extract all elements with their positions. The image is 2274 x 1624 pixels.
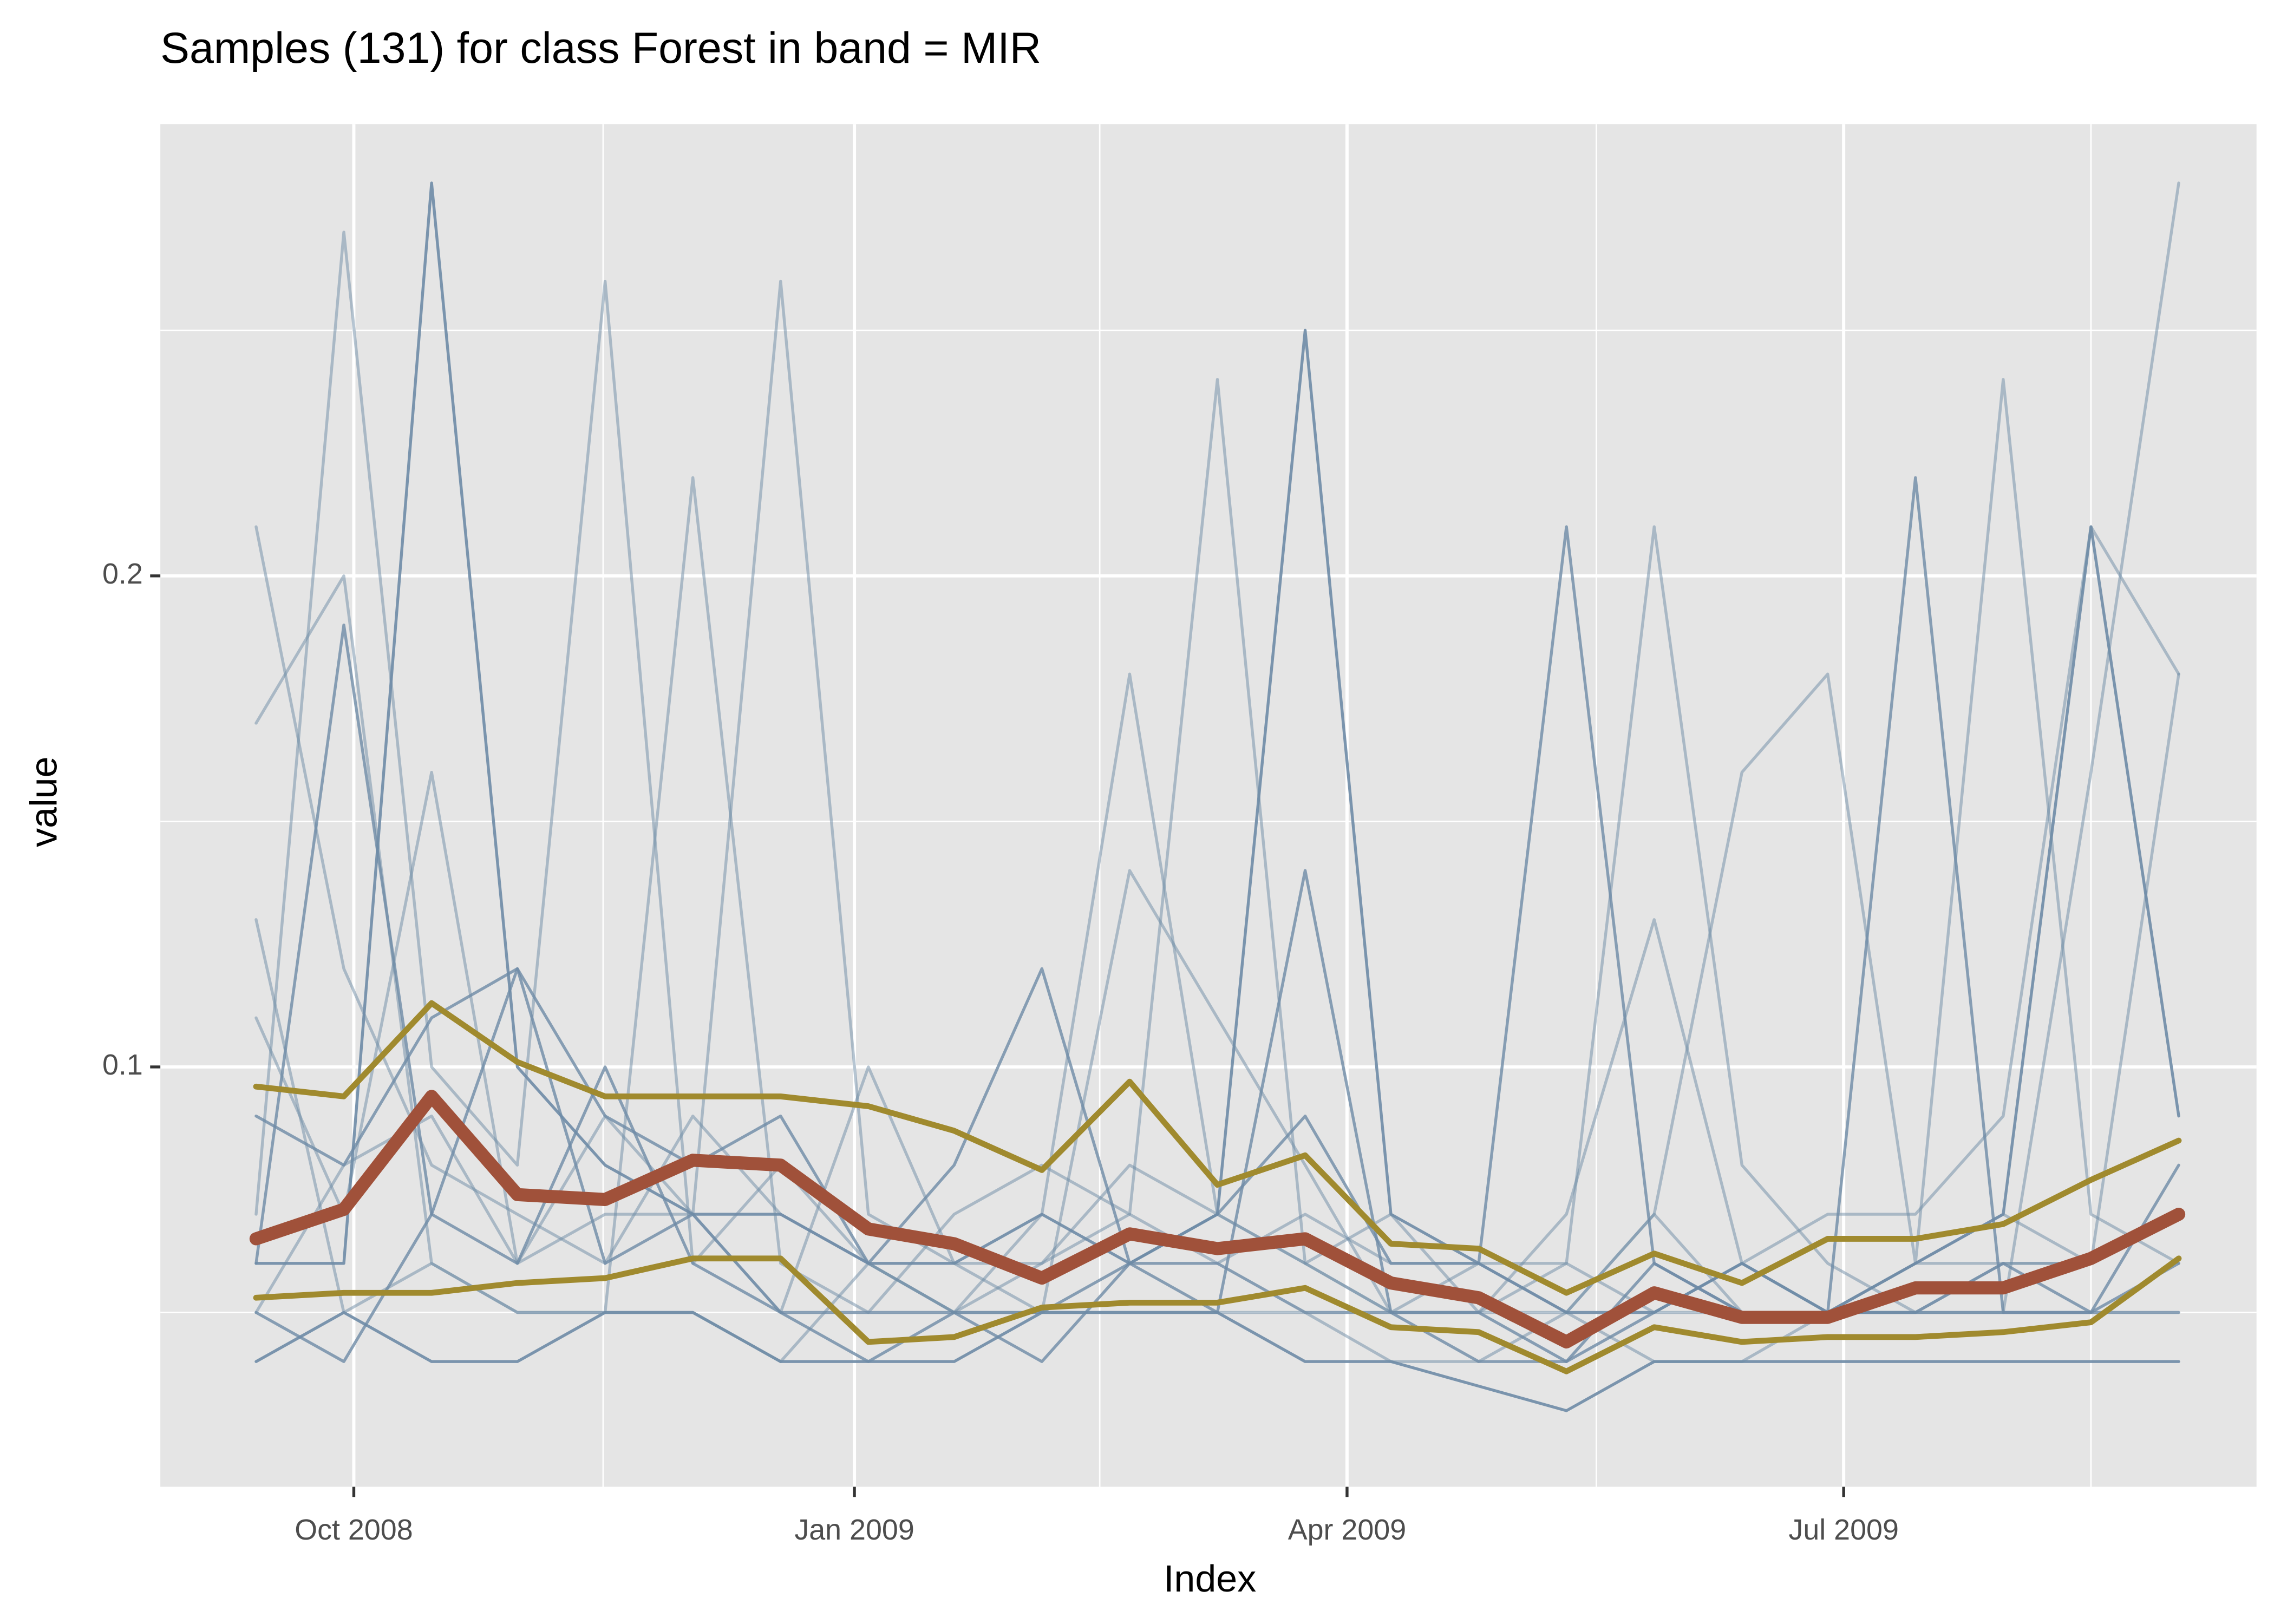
- series-line: [253, 1000, 2182, 1296]
- series-line: [249, 1090, 2186, 1349]
- series-line: [253, 1255, 2182, 1374]
- x-axis-title: Index: [1164, 1557, 1256, 1600]
- x-tick-label: Oct 2008: [295, 1514, 413, 1546]
- x-tick-label: Apr 2009: [1288, 1514, 1406, 1546]
- y-tick-label: 0.1: [102, 1049, 143, 1081]
- chart-title: Samples (131) for class Forest in band =…: [160, 24, 1041, 73]
- x-tick-label: Jul 2009: [1788, 1514, 1899, 1546]
- x-tick-label: Jan 2009: [794, 1514, 914, 1546]
- y-tick-label: 0.2: [102, 558, 143, 590]
- y-axis-title: value: [23, 756, 65, 847]
